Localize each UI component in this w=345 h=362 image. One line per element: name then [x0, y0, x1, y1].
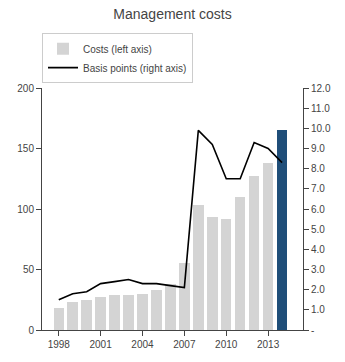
- svg-text:2010: 2010: [215, 339, 238, 350]
- svg-text:3.0: 3.0: [311, 264, 325, 275]
- svg-text:200: 200: [17, 83, 34, 94]
- svg-text:2013: 2013: [257, 339, 280, 350]
- svg-text:5.0: 5.0: [311, 224, 325, 235]
- svg-text:11.0: 11.0: [311, 103, 330, 114]
- svg-text:Costs (left axis): Costs (left axis): [83, 44, 152, 55]
- svg-text:9.0: 9.0: [311, 143, 325, 154]
- svg-text:4.0: 4.0: [311, 244, 325, 255]
- svg-text:2001: 2001: [89, 339, 112, 350]
- svg-text:Basis points (right axis): Basis points (right axis): [83, 63, 186, 74]
- svg-text:150: 150: [17, 143, 34, 154]
- svg-text:2004: 2004: [131, 339, 154, 350]
- svg-text:2.0: 2.0: [311, 284, 325, 295]
- svg-text:-: -: [311, 325, 314, 336]
- svg-text:10.0: 10.0: [311, 123, 331, 134]
- svg-text:Management costs: Management costs: [113, 6, 231, 22]
- svg-text:6.0: 6.0: [311, 204, 325, 215]
- svg-text:2007: 2007: [173, 339, 196, 350]
- svg-text:12.0: 12.0: [311, 83, 331, 94]
- svg-text:7.0: 7.0: [311, 183, 325, 194]
- svg-text:1998: 1998: [48, 339, 71, 350]
- svg-text:0: 0: [28, 325, 34, 336]
- svg-text:100: 100: [17, 204, 34, 215]
- svg-text:8.0: 8.0: [311, 163, 325, 174]
- svg-text:50: 50: [23, 264, 35, 275]
- svg-text:1.0: 1.0: [311, 304, 325, 315]
